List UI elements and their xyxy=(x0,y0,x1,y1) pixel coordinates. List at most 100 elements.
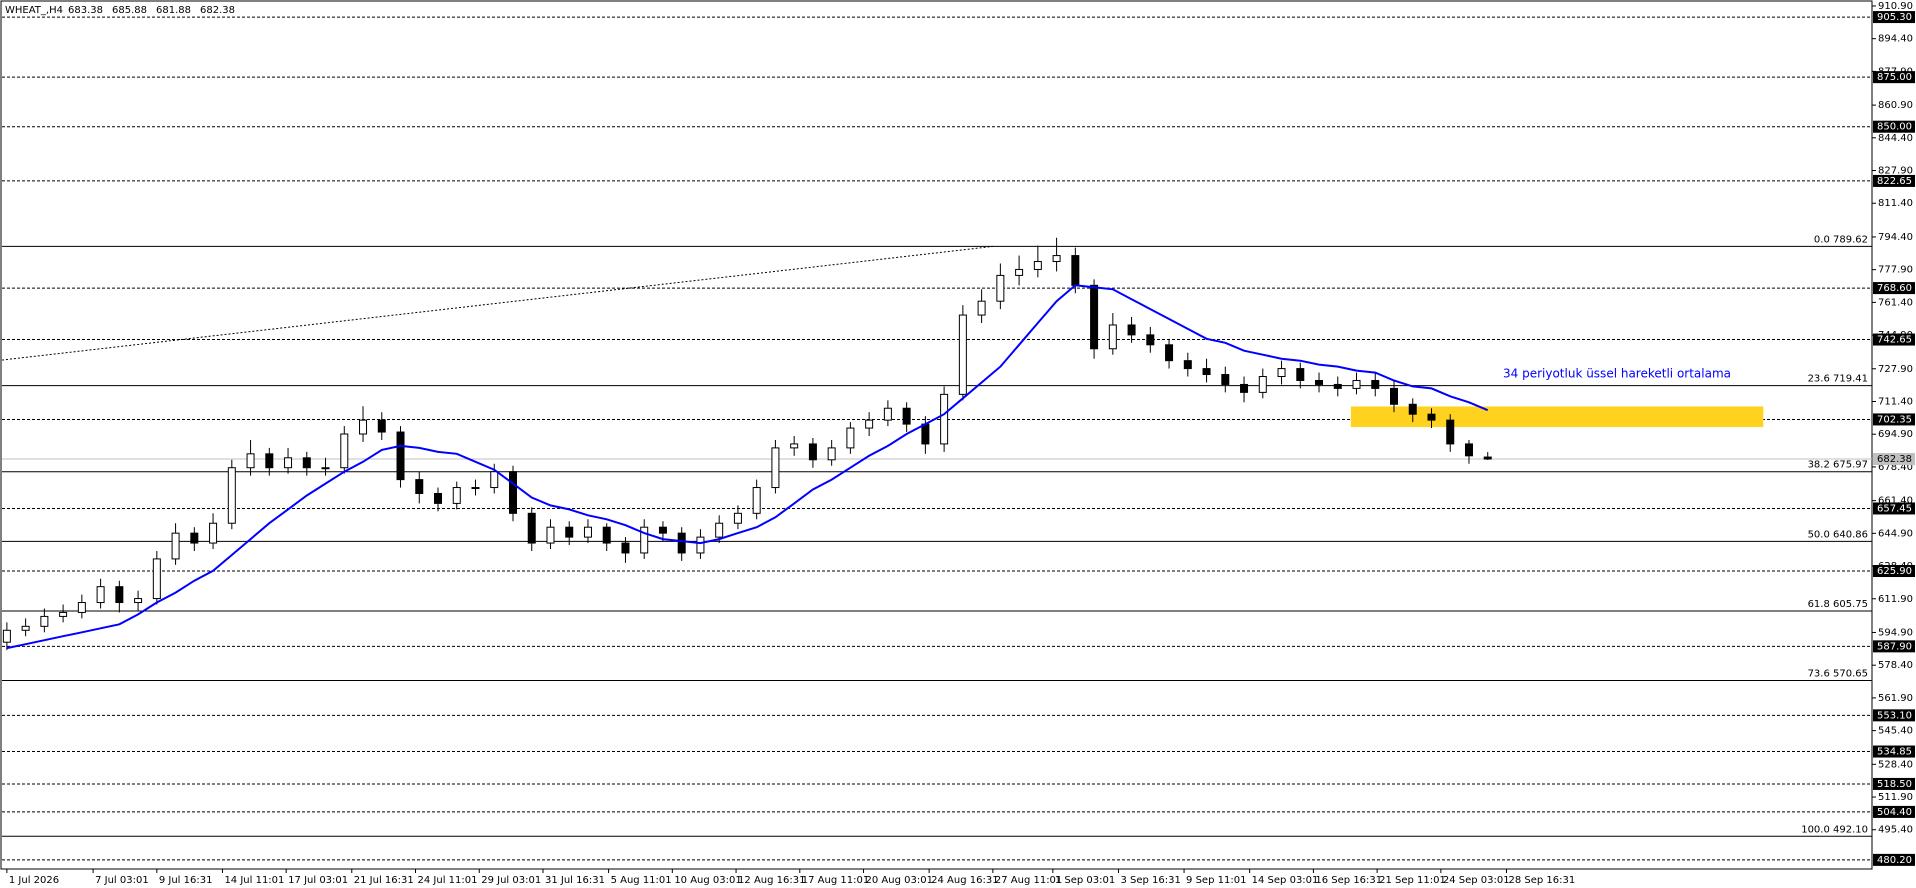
candle-body xyxy=(359,419,368,435)
y-tick-label: 678.40 xyxy=(1878,462,1913,473)
candle-body xyxy=(1277,368,1286,378)
price-tag xyxy=(1873,453,1915,466)
level-label: 905.30 xyxy=(1877,12,1912,23)
y-tick-label: 611.90 xyxy=(1878,594,1913,605)
candle-body xyxy=(752,487,761,514)
candle-body xyxy=(846,427,855,449)
candle-body xyxy=(1483,456,1492,460)
y-tick-label: 511.90 xyxy=(1878,792,1913,803)
x-tick-label: 24 Sep 03:01 xyxy=(1443,875,1510,886)
level-label: 587.90 xyxy=(1877,641,1912,652)
x-tick-label: 28 Sep 16:31 xyxy=(1508,875,1575,886)
fib-label: 38.2 675.97 xyxy=(1808,460,1868,471)
x-tick-label: 1 Sep 03:01 xyxy=(1055,875,1115,886)
candle-body xyxy=(902,407,911,425)
level-tag xyxy=(1873,745,1915,758)
fib-label: 50.0 640.86 xyxy=(1808,529,1868,540)
level-label: 822.65 xyxy=(1877,176,1912,187)
candle-body xyxy=(583,526,592,538)
candle-body xyxy=(1315,379,1324,385)
x-tick-label: 24 Aug 16:31 xyxy=(931,875,998,886)
candle-body xyxy=(209,522,218,544)
x-tick-label: 9 Sep 11:01 xyxy=(1186,875,1246,886)
level-tag xyxy=(1873,853,1915,866)
candle-body xyxy=(471,487,480,490)
candle-body xyxy=(377,419,386,433)
candle-body xyxy=(1296,368,1305,381)
level-label: 875.00 xyxy=(1877,72,1912,83)
y-tick-label: 827.90 xyxy=(1878,166,1913,177)
candle-body xyxy=(21,625,30,631)
x-tick-label: 21 Sep 11:01 xyxy=(1379,875,1446,886)
candle-body xyxy=(696,536,705,554)
candle-body xyxy=(790,443,799,449)
x-tick-label: 16 Sep 16:31 xyxy=(1315,875,1382,886)
y-tick-label: 910.90 xyxy=(1878,1,1913,12)
candle-body xyxy=(808,443,817,461)
y-tick-label: 794.40 xyxy=(1878,232,1913,243)
y-tick-label: 561.90 xyxy=(1878,693,1913,704)
candle-body xyxy=(827,447,836,461)
candle-body xyxy=(865,419,874,429)
candle-body xyxy=(321,467,330,470)
candle-body xyxy=(1033,261,1042,270)
x-tick-label: 17 Aug 11:01 xyxy=(802,875,869,886)
level-tag xyxy=(1873,11,1915,24)
x-tick-label: 27 Aug 11:01 xyxy=(995,875,1062,886)
symbol: WHEAT_,H4 xyxy=(5,5,63,16)
candle-body xyxy=(1202,368,1211,376)
candle-body xyxy=(302,457,311,469)
candle-body xyxy=(1071,255,1080,286)
candle-body xyxy=(1165,344,1174,362)
x-tick-label: 7 Jul 03:01 xyxy=(95,875,149,886)
y-tick-label: 711.40 xyxy=(1878,396,1913,407)
candle-body xyxy=(490,471,499,489)
candle-body xyxy=(246,453,255,469)
candle-body xyxy=(1371,379,1380,389)
y-tick-label: 661.40 xyxy=(1878,496,1913,507)
candle-body xyxy=(96,586,105,604)
y-tick-label: 594.90 xyxy=(1878,627,1913,638)
candle-body xyxy=(452,487,461,504)
level-tag xyxy=(1873,640,1915,653)
candle-body xyxy=(1446,419,1455,445)
candle-body xyxy=(1183,360,1192,370)
candle-body xyxy=(134,598,143,604)
candle-body xyxy=(921,423,930,445)
candle-body xyxy=(396,431,405,481)
candle-body xyxy=(996,274,1005,302)
level-tag xyxy=(1873,333,1915,346)
level-label: 504.40 xyxy=(1877,807,1912,818)
candle-body xyxy=(115,586,124,604)
y-tick-label: 761.40 xyxy=(1878,297,1913,308)
header: WHEAT_,H4 xyxy=(5,5,63,16)
fib-label: 23.6 719.41 xyxy=(1808,374,1868,385)
candle-body xyxy=(284,457,293,469)
level-tag xyxy=(1873,282,1915,295)
level-tag xyxy=(1873,805,1915,818)
candle-body xyxy=(1127,324,1136,336)
y-tick-label: 578.40 xyxy=(1878,660,1913,671)
x-tick-label: 29 Jul 03:01 xyxy=(481,875,541,886)
candle-body xyxy=(171,532,180,560)
candle-body xyxy=(1427,413,1436,421)
candle-body xyxy=(1221,374,1230,385)
header-ohlc: 682.38 xyxy=(200,5,235,16)
y-tick-label: 811.40 xyxy=(1878,198,1913,209)
candle-body xyxy=(602,526,611,544)
candle-body xyxy=(59,611,68,617)
candle-body xyxy=(977,300,986,316)
ema-line xyxy=(6,284,1489,650)
candle-body xyxy=(940,393,949,445)
x-tick-label: 31 Jul 16:31 xyxy=(545,875,605,886)
x-tick-label: 12 Aug 16:31 xyxy=(738,875,805,886)
candle-body xyxy=(1258,376,1267,393)
level-label: 702.35 xyxy=(1877,414,1912,425)
candle-body xyxy=(1352,379,1361,389)
level-tag xyxy=(1873,565,1915,578)
candle-body xyxy=(152,558,161,600)
candle-body xyxy=(658,526,667,534)
candle-body xyxy=(640,526,649,554)
fib-label: 100.0 492.10 xyxy=(1801,824,1868,835)
